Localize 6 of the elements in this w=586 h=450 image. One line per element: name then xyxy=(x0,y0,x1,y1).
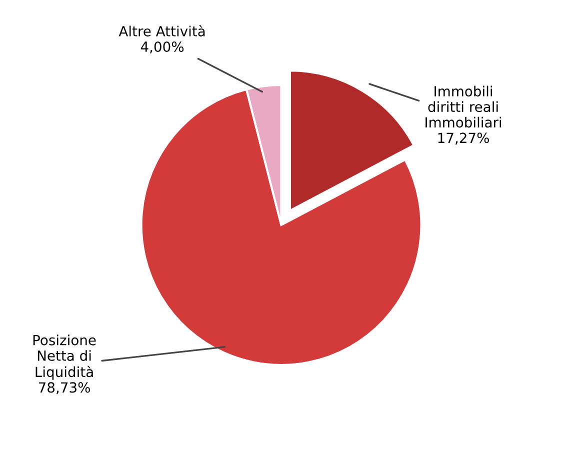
data-label: 17,27% xyxy=(438,132,489,145)
slice-label: Altre Attività xyxy=(118,25,205,36)
slice-label: Immobili diritti reali Immobiliari xyxy=(426,86,502,128)
slice-label: Posizione Netta di Liquidità xyxy=(33,334,96,380)
data-label: 78,73% xyxy=(38,382,90,394)
data-label: 4,00% xyxy=(140,42,184,54)
